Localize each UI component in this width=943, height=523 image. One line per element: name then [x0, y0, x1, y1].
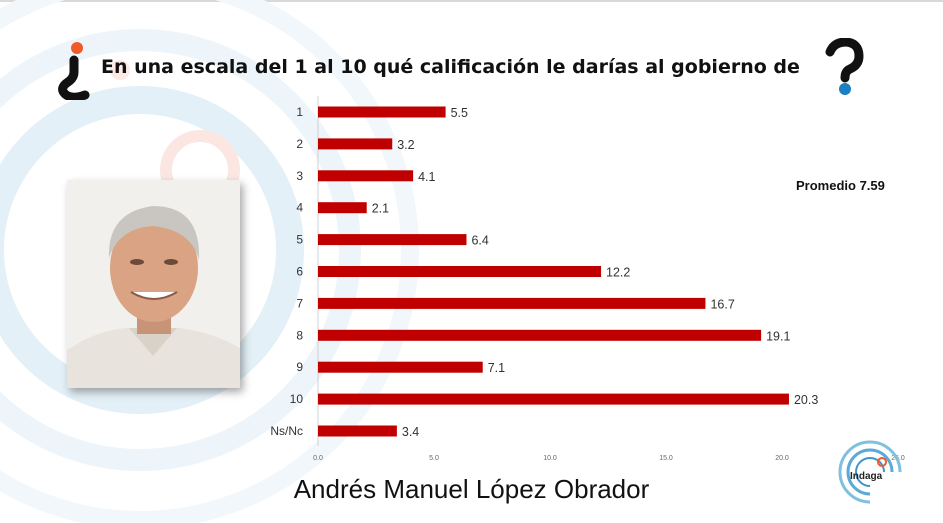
x-tick-label: 0.0 — [313, 455, 323, 462]
category-label: 6 — [296, 265, 303, 279]
bar-6 — [318, 266, 602, 277]
bar-9 — [318, 361, 483, 373]
value-label: 19.1 — [766, 329, 790, 343]
category-label: 4 — [296, 201, 303, 215]
portrait-photo — [67, 180, 240, 388]
category-label: 8 — [296, 328, 303, 342]
top-divider — [0, 0, 943, 2]
value-label: 3.4 — [402, 425, 419, 439]
category-label: 9 — [296, 360, 303, 374]
portrait-illustration — [67, 180, 240, 388]
value-label: 6.4 — [471, 234, 488, 248]
value-label: 20.3 — [794, 393, 818, 407]
inverted-question-mark-icon — [58, 42, 90, 100]
bar-2 — [318, 138, 393, 150]
bar-5 — [318, 234, 467, 246]
value-label: 3.2 — [397, 138, 414, 152]
value-label: 7.1 — [488, 361, 505, 375]
person-name: Andrés Manuel López Obrador — [293, 474, 650, 504]
bar-4 — [318, 202, 367, 214]
category-label: 10 — [290, 392, 304, 406]
value-label: 2.1 — [372, 202, 389, 216]
value-label: 5.5 — [451, 106, 468, 120]
logo-text: Indaga — [850, 471, 883, 482]
category-label: 3 — [296, 169, 303, 183]
bar-3 — [318, 170, 414, 182]
value-label: 12.2 — [606, 266, 630, 280]
x-tick-label: 10.0 — [543, 455, 557, 462]
category-label: Ns/Nc — [270, 424, 303, 438]
value-label: 4.1 — [418, 170, 435, 184]
category-label: 7 — [296, 296, 303, 310]
x-tick-label: 5.0 — [429, 455, 439, 462]
x-tick-label: 20.0 — [775, 455, 789, 462]
average-label: Promedio 7.59 — [796, 178, 885, 193]
page-title: En una escala del 1 al 10 qué calificaci… — [101, 56, 800, 78]
bar-10 — [318, 393, 789, 405]
bar-7 — [318, 297, 706, 309]
value-label: 16.7 — [710, 297, 734, 311]
indaga-logo-icon — [838, 440, 902, 504]
x-tick-label: 15.0 — [659, 455, 673, 462]
category-label: 5 — [296, 233, 303, 247]
category-label: 1 — [296, 105, 303, 119]
title-block: En una escala del 1 al 10 qué calificaci… — [55, 40, 800, 100]
bar-8 — [318, 329, 762, 341]
question-mark-icon — [825, 38, 864, 95]
category-label: 2 — [296, 137, 303, 151]
bar-ns-nc — [318, 425, 397, 437]
bar-1 — [318, 106, 446, 118]
